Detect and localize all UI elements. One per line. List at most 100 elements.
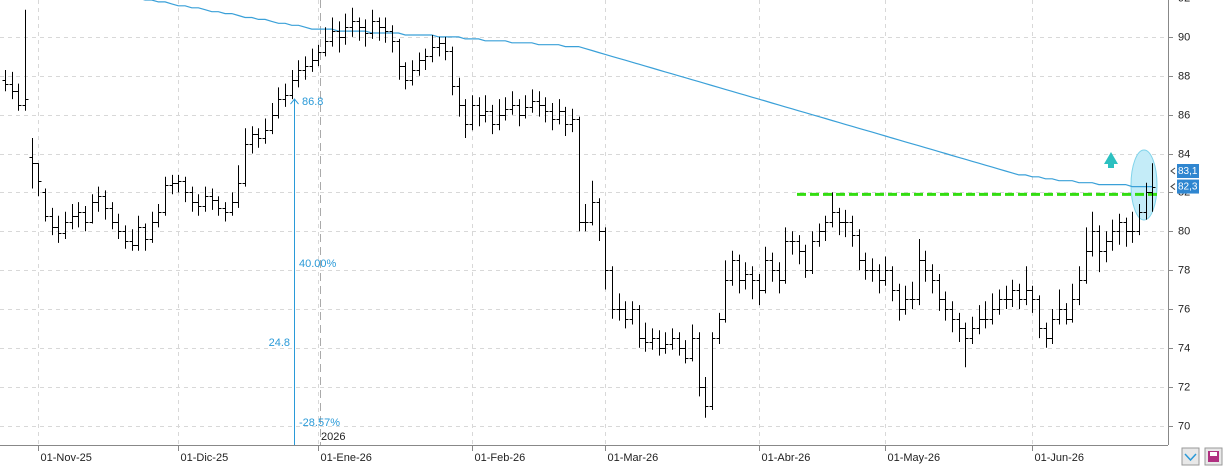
ohlc-bar <box>636 305 643 348</box>
ohlc-bar <box>356 17 363 41</box>
ohlc-bar <box>776 262 783 294</box>
ohlc-bar <box>609 266 616 319</box>
x-tick-label: 01-Abr-26 <box>762 452 811 464</box>
x-tick-label: 01-Jun-26 <box>1035 452 1085 464</box>
ohlc-bar <box>202 186 209 212</box>
ohlc-bar <box>949 301 956 333</box>
ohlc-bar <box>496 99 503 131</box>
y-tick-label: 92 <box>1178 0 1190 4</box>
ohlc-bar <box>876 264 883 294</box>
ohlc-bar <box>242 128 249 187</box>
ohlc-bar <box>509 91 516 115</box>
ohlc-bar <box>1043 322 1050 348</box>
ohlc-bar <box>769 252 776 282</box>
ohlc-bar <box>989 293 996 325</box>
ohlc-bar <box>722 260 729 323</box>
ohlc-bar <box>602 227 609 290</box>
ohlc-bar <box>89 194 96 224</box>
ohlc-bar <box>1129 211 1136 243</box>
ohlc-bar <box>209 188 216 210</box>
ohlc-bar <box>9 71 16 100</box>
ohlc-bar <box>302 56 309 80</box>
ohlc-bar <box>529 89 536 113</box>
ohlc-bar <box>762 246 769 294</box>
ohlc-bar <box>416 52 423 76</box>
ohlc-bar <box>749 266 756 300</box>
ohlc-bar <box>315 44 322 67</box>
ohlc-bar <box>69 204 76 230</box>
ohlc-bar <box>549 103 556 131</box>
ohlc-bar <box>782 227 789 284</box>
ohlc-bar <box>976 305 983 335</box>
ohlc-bar <box>169 174 176 195</box>
save-icon <box>1208 451 1219 462</box>
save-icon-label <box>1210 452 1217 456</box>
ohlc-bar <box>616 293 623 321</box>
ohlc-bar <box>1069 283 1076 323</box>
grid <box>0 0 1168 445</box>
ohlc-bar <box>482 95 489 123</box>
ohlc-bar <box>442 36 449 61</box>
price-label-box <box>1177 179 1199 194</box>
measure-arrow <box>290 98 299 105</box>
ohlc-bar <box>1136 204 1143 236</box>
ohlc-bar <box>576 116 583 232</box>
ohlc-bar <box>376 17 383 41</box>
zoom-icon <box>1184 453 1197 462</box>
ohlc-bar <box>916 239 923 306</box>
price-pointer <box>1170 183 1176 190</box>
ohlc-bar <box>1076 266 1083 306</box>
ohlc-bar <box>249 126 256 154</box>
ohlc-bar <box>789 231 796 255</box>
ohlc-bar <box>295 60 302 88</box>
ohlc-bar <box>362 19 369 47</box>
ohlc-bar <box>129 229 136 251</box>
ohlc-bar <box>589 180 596 226</box>
ohlc-bar <box>349 7 356 37</box>
price-pointer <box>1170 167 1176 175</box>
ohlc-bar <box>516 99 523 127</box>
ohlc-bar <box>235 165 242 208</box>
y-tick-label: 86 <box>1178 109 1190 121</box>
ohlc-bar <box>596 198 603 241</box>
ohlc-bar <box>996 289 1003 315</box>
ohlc-bar <box>22 9 29 111</box>
y-tick-label: 80 <box>1178 225 1190 237</box>
ohlc-bar <box>1023 266 1030 306</box>
ohlc-bar <box>1003 285 1010 309</box>
ohlc-bar <box>55 215 62 243</box>
ohlc-bar <box>902 285 909 315</box>
ohlc-bar <box>49 207 56 236</box>
ohlc-bar <box>669 328 676 350</box>
zoom-button[interactable] <box>1181 447 1200 466</box>
ohlc-bar <box>449 46 456 96</box>
ohlc-bar <box>336 21 343 53</box>
ohlc-bar <box>1096 225 1103 273</box>
y-tick-label: 70 <box>1178 420 1190 432</box>
ohlc-bar <box>75 202 82 228</box>
ohlc-bar <box>582 204 589 232</box>
ohlc-bar <box>822 215 829 241</box>
x-tick-label: 01-Ene-26 <box>321 452 372 464</box>
ohlc-bar <box>262 118 269 144</box>
measure-label: -28.57% <box>299 417 340 429</box>
ohlc-bar <box>742 262 749 290</box>
y-tick-label: 74 <box>1178 342 1190 354</box>
y-tick-label: 84 <box>1178 148 1190 160</box>
ohlc-bar <box>716 312 723 344</box>
ohlc-bar <box>756 274 763 306</box>
ohlc-bar <box>382 17 389 43</box>
ohlc-bar <box>342 13 349 45</box>
ohlc-bar <box>689 324 696 362</box>
ohlc-bar <box>502 97 509 121</box>
ohlc-bar <box>569 108 576 133</box>
ohlc-bar <box>476 97 483 127</box>
ohlc-bar <box>1029 285 1036 313</box>
ohlc-bar <box>962 322 969 368</box>
y-tick-label: 78 <box>1178 264 1190 276</box>
ohlc-bar <box>255 128 262 148</box>
y-tick-label: 72 <box>1178 381 1190 393</box>
